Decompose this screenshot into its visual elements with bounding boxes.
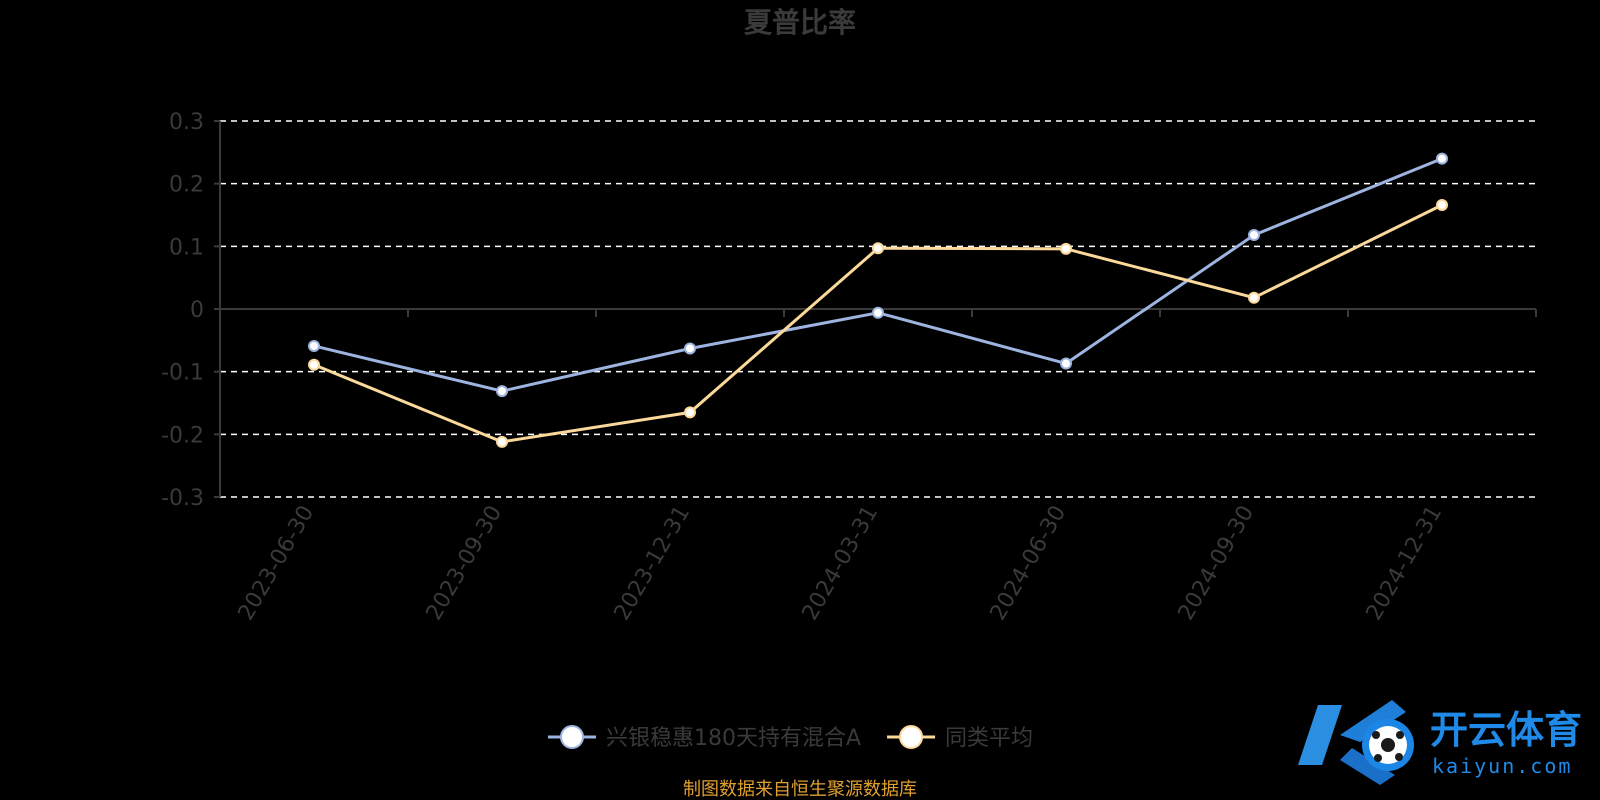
data-point[interactable]	[1248, 291, 1260, 304]
data-point[interactable]	[872, 306, 884, 319]
legend[interactable]: 兴银稳惠180天持有混合A 同类平均	[548, 725, 1033, 751]
series-1	[308, 198, 1448, 448]
legend-item-1[interactable]: 同类平均	[887, 725, 1033, 751]
x-tick-label: 2023-12-31	[610, 502, 696, 625]
series-0	[308, 152, 1448, 398]
data-point[interactable]	[496, 385, 508, 398]
data-point[interactable]	[684, 342, 696, 355]
x-tick-label: 2024-09-30	[1174, 502, 1260, 625]
series-lines	[308, 152, 1448, 448]
data-point[interactable]	[684, 406, 696, 419]
x-tick-label: 2023-06-30	[234, 502, 320, 625]
x-tick-label: 2024-03-31	[798, 502, 884, 625]
y-tick-label: -0.3	[161, 486, 204, 511]
data-point[interactable]	[872, 242, 884, 255]
logo-k-icon	[1298, 700, 1414, 785]
x-axis-ticks: 2023-06-30 2023-09-30 2023-12-31 2024-03-31…	[234, 502, 1448, 625]
x-tick-label: 2024-12-31	[1362, 502, 1448, 625]
logo-domain-text: kaiyun.com	[1432, 754, 1572, 778]
data-point[interactable]	[1060, 242, 1072, 255]
data-point[interactable]	[496, 435, 508, 448]
y-tick-label: -0.2	[161, 423, 204, 448]
series-line	[313, 157, 1443, 393]
y-tick-label: 0	[190, 298, 204, 323]
y-tick-label: 0.3	[169, 110, 204, 135]
series-line	[313, 203, 1443, 444]
x-tick-label: 2023-09-30	[422, 502, 508, 625]
legend-item-0[interactable]: 兴银稳惠180天持有混合A	[548, 725, 861, 751]
y-axis-ticks: 0.3 0.2 0.1 0 -0.1 -0.2 -0.3	[161, 110, 204, 511]
logo-brand-text: 开云体育	[1430, 708, 1582, 752]
data-point[interactable]	[308, 339, 320, 352]
data-point[interactable]	[1248, 229, 1260, 242]
y-tick-label: 0.2	[169, 173, 204, 198]
data-point[interactable]	[308, 358, 320, 371]
y-tick-label: -0.1	[161, 361, 204, 386]
data-point[interactable]	[1436, 198, 1448, 211]
kaiyun-logo: 开云体育 kaiyun.com	[1298, 700, 1582, 785]
legend-marker	[899, 725, 924, 749]
legend-label: 同类平均	[945, 726, 1033, 751]
chart-title: 夏普比率	[744, 6, 856, 39]
data-point[interactable]	[1436, 152, 1448, 165]
legend-marker	[560, 725, 584, 749]
source-note: 制图数据来自恒生聚源数据库	[683, 779, 917, 800]
data-point[interactable]	[1060, 357, 1072, 370]
x-tick-label: 2024-06-30	[986, 502, 1072, 625]
legend-label: 兴银稳惠180天持有混合A	[606, 726, 861, 751]
y-tick-label: 0.1	[169, 235, 204, 260]
